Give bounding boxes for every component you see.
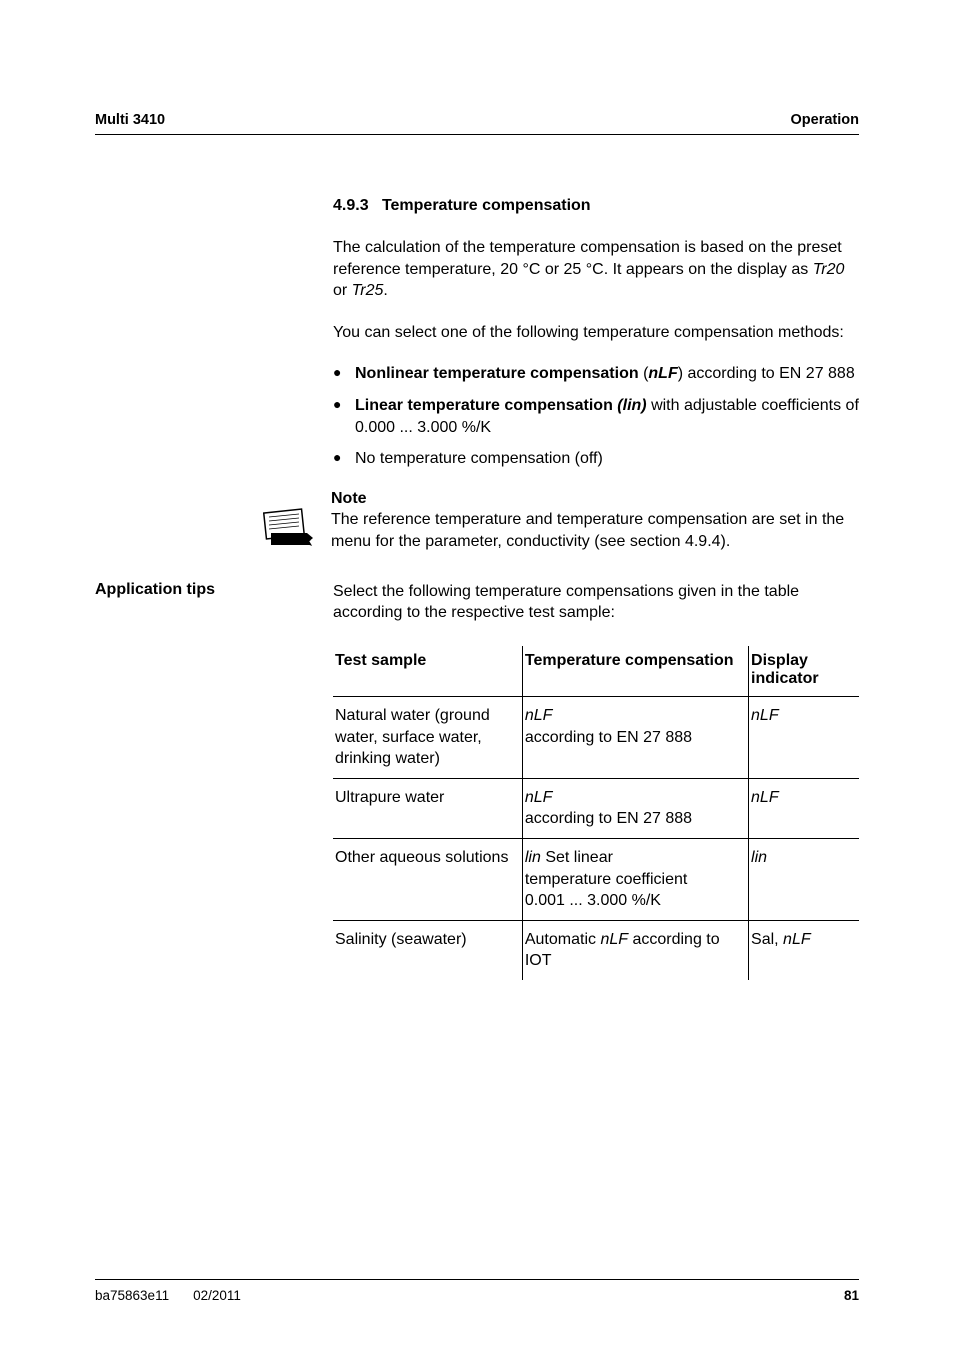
note-icon	[263, 505, 313, 553]
cell-comp-lin: lin	[525, 849, 541, 866]
b2-lin: (lin)	[617, 397, 646, 414]
bullet-list: Nonlinear temperature compensation (nLF)…	[333, 363, 859, 469]
compensation-table: Test sample Temperature compensation Dis…	[333, 646, 859, 980]
bullet-1: Nonlinear temperature compensation (nLF)…	[333, 363, 859, 385]
cell-comp-rest: according to EN 27 888	[525, 729, 692, 746]
cell-display-pre: Sal,	[751, 931, 783, 948]
application-tips-label: Application tips	[95, 581, 309, 599]
cell-comp-a: Set linear	[541, 849, 613, 866]
th-test-sample: Test sample	[333, 646, 522, 697]
note-block: Note The reference temperature and tempe…	[263, 488, 859, 553]
cell-display: lin	[749, 838, 859, 920]
cell-sample: Other aqueous solutions	[333, 838, 522, 920]
application-tips-text: Select the following temperature compens…	[333, 581, 859, 624]
table-row: Natural water (ground water, surface wat…	[333, 696, 859, 778]
cell-comp: lin Set linear temperature coefficient 0…	[522, 838, 748, 920]
table-row: Ultrapure water nLF according to EN 27 8…	[333, 778, 859, 838]
cell-display: nLF	[749, 696, 859, 778]
b1-bold: Nonlinear temperature compensation	[355, 365, 639, 382]
header-right: Operation	[791, 112, 859, 128]
cell-display-val: lin	[751, 849, 767, 866]
p1d-tr25: Tr25	[352, 282, 384, 299]
p1e: .	[383, 282, 387, 299]
b2-bold: Linear temperature compensation	[355, 397, 617, 414]
cell-comp-pre: Automatic	[525, 931, 601, 948]
note-heading: Note	[331, 488, 859, 510]
cell-comp-rest: according to EN 27 888	[525, 810, 692, 827]
cell-comp-b: temperature coefficient	[525, 871, 687, 888]
cell-comp-nlf: nLF	[525, 707, 553, 724]
footer-page-number: 81	[844, 1288, 859, 1303]
intro-paragraph-1: The calculation of the temperature compe…	[333, 237, 859, 302]
cell-display-it: nLF	[783, 931, 811, 948]
cell-comp: Automatic nLF according to IOT	[522, 920, 748, 980]
cell-comp-nlf: nLF	[525, 789, 553, 806]
p1a: The calculation of the temperature compe…	[333, 239, 842, 278]
cell-comp: nLF according to EN 27 888	[522, 696, 748, 778]
cell-comp-c: 0.001 ... 3.000 %/K	[525, 892, 661, 909]
cell-display-val: nLF	[751, 707, 779, 724]
cell-sample: Salinity (seawater)	[333, 920, 522, 980]
cell-display-val: nLF	[751, 789, 779, 806]
p1b-tr20: Tr20	[813, 261, 845, 278]
note-text: Note The reference temperature and tempe…	[331, 488, 859, 553]
table-row: Other aqueous solutions lin Set linear t…	[333, 838, 859, 920]
bullet-3: No temperature compensation (off)	[333, 448, 859, 470]
footer-rule	[95, 1279, 859, 1280]
section-title: Temperature compensation	[382, 197, 591, 214]
header-left: Multi 3410	[95, 112, 165, 128]
b1-post: ) according to EN 27 888	[678, 365, 855, 382]
cell-display: Sal, nLF	[749, 920, 859, 980]
th-temp-comp: Temperature compensation	[522, 646, 748, 697]
cell-comp: nLF according to EN 27 888	[522, 778, 748, 838]
footer-doc-id: ba75863e11	[95, 1288, 169, 1303]
intro-paragraph-2: You can select one of the following temp…	[333, 322, 859, 344]
table-row: Salinity (seawater) Automatic nLF accord…	[333, 920, 859, 980]
b1-nlf: nLF	[648, 365, 677, 382]
cell-sample: Ultrapure water	[333, 778, 522, 838]
cell-display: nLF	[749, 778, 859, 838]
cell-sample: Natural water (ground water, surface wat…	[333, 696, 522, 778]
cell-comp-nlf: nLF	[600, 931, 628, 948]
th-display: Display indicator	[749, 646, 859, 697]
header-rule	[95, 134, 859, 135]
footer: ba75863e11 02/2011 81	[95, 1279, 859, 1303]
footer-date: 02/2011	[193, 1288, 241, 1303]
section-number: 4.9.3	[333, 197, 369, 214]
bullet-2: Linear temperature compensation (lin) wi…	[333, 395, 859, 438]
b1-open: (	[639, 365, 649, 382]
note-body: The reference temperature and temperatur…	[331, 509, 859, 552]
p1c: or	[333, 282, 352, 299]
section-heading: 4.9.3 Temperature compensation	[333, 197, 859, 215]
